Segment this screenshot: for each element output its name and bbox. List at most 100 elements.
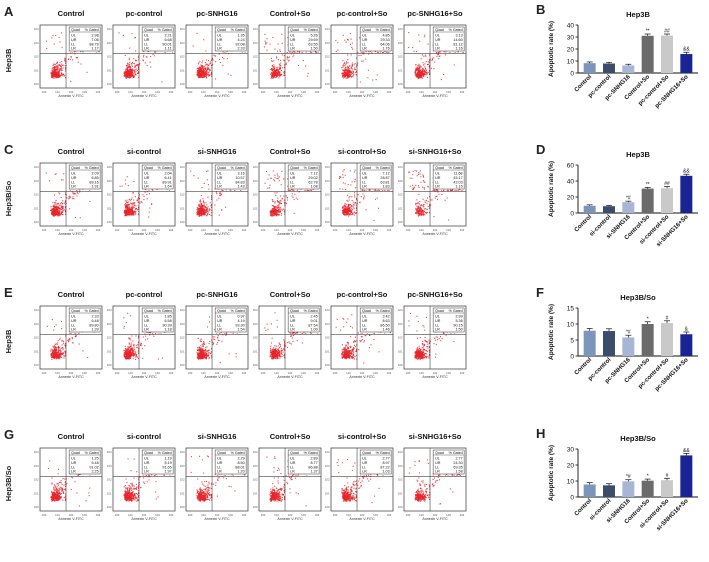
cell-event: [199, 214, 201, 216]
cell-event: [274, 212, 276, 214]
cell-event: [127, 210, 129, 212]
cell-event: [377, 51, 379, 53]
quad-table: [214, 164, 247, 190]
cell-event: [382, 52, 384, 54]
cell-event: [134, 37, 136, 39]
cell-event: [65, 192, 67, 194]
cell-event: [128, 213, 130, 215]
cell-event: [279, 68, 281, 70]
cell-event: [229, 190, 231, 192]
cell-event: [353, 211, 355, 213]
x-tick-label: 104: [96, 90, 101, 94]
cell-event: [275, 213, 277, 215]
cell-event: [270, 75, 272, 77]
quad-name: UR: [435, 38, 441, 42]
cell-event: [148, 216, 150, 218]
cell-event: [52, 70, 54, 72]
cell-event: [280, 65, 282, 67]
cell-event: [423, 213, 425, 215]
y-tick-label: 101: [107, 68, 112, 72]
quad-header-label: Quad: [435, 28, 444, 32]
cell-event: [419, 75, 421, 77]
cell-event: [125, 72, 127, 74]
cell-event: [124, 204, 126, 206]
cell-event: [203, 73, 205, 75]
cell-event: [211, 203, 213, 205]
quad-name: UR: [362, 38, 368, 42]
cell-event: [130, 70, 132, 72]
cell-event: [138, 56, 140, 58]
cell-event: [128, 74, 130, 76]
cell-event: [57, 357, 59, 359]
cell-event: [216, 193, 218, 195]
cell-event: [419, 70, 421, 72]
cell-event: [347, 210, 349, 212]
cell-event: [277, 75, 279, 77]
cell-event: [198, 209, 200, 211]
cell-event: [129, 67, 131, 69]
cell-event: [345, 66, 347, 68]
cell-event: [196, 207, 198, 209]
cell-event: [423, 69, 425, 71]
flow-plot: Control100100101101102102103103104104Ann…: [34, 147, 103, 236]
cell-event: [424, 73, 426, 75]
cell-event: [196, 72, 198, 74]
cell-event: [308, 190, 310, 192]
cell-event: [282, 208, 284, 210]
cell-event: [203, 76, 205, 78]
cell-event: [284, 67, 286, 69]
cell-event: [52, 68, 54, 70]
cell-event: [74, 333, 76, 335]
cell-event: [128, 65, 130, 67]
cell-event: [276, 71, 278, 73]
cell-event: [62, 214, 64, 216]
cell-event: [60, 207, 62, 209]
quad-name: LR: [144, 47, 149, 51]
cell-event: [52, 72, 54, 74]
cell-event: [202, 198, 204, 200]
cell-event: [422, 75, 424, 77]
cell-event: [272, 69, 274, 71]
cell-event: [415, 209, 417, 211]
cell-event: [68, 196, 70, 198]
cell-event: [352, 206, 354, 208]
quad-table: [141, 26, 174, 52]
scatter-dots: [46, 314, 96, 360]
cell-event: [80, 63, 82, 65]
cell-event: [144, 191, 146, 193]
cell-event: [423, 206, 425, 208]
cell-event: [60, 204, 62, 206]
cell-event: [52, 215, 54, 217]
cell-event: [417, 210, 419, 212]
cell-event: [293, 51, 295, 53]
quad-value: 1.16: [455, 47, 462, 51]
x-tick-label: 104: [460, 228, 465, 232]
cell-event: [425, 69, 427, 71]
cell-event: [419, 212, 421, 214]
cell-event: [423, 187, 425, 189]
y-tick-label: 103: [398, 179, 403, 183]
cell-event: [201, 69, 203, 71]
cell-event: [202, 70, 204, 72]
cell-event: [287, 178, 289, 180]
cell-event: [279, 203, 281, 205]
cell-event: [205, 202, 207, 204]
cell-event: [57, 203, 59, 205]
cell-event: [277, 70, 279, 72]
quad-table: [68, 164, 101, 190]
gated-header-label: % Gated: [231, 166, 245, 170]
cell-event: [276, 73, 278, 75]
cell-event: [425, 68, 427, 70]
cell-event: [287, 56, 289, 58]
cell-event: [430, 204, 432, 206]
cell-event: [56, 358, 58, 360]
cell-event: [413, 50, 415, 52]
cell-event: [61, 347, 63, 349]
cell-event: [128, 76, 130, 78]
cell-event: [70, 196, 72, 198]
cell-event: [278, 71, 280, 73]
flow-plot: pc-control+So100100101101102102103103104…: [325, 9, 394, 98]
cell-event: [344, 211, 346, 213]
cell-event: [335, 50, 337, 52]
cell-event: [136, 68, 138, 70]
